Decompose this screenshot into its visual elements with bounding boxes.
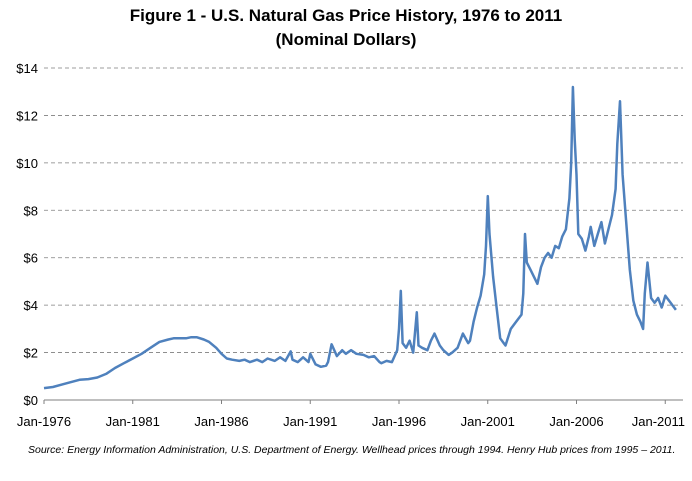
- y-tick-label: $0: [24, 393, 38, 408]
- y-tick-label: $6: [24, 251, 38, 266]
- chart-title: Figure 1 - U.S. Natural Gas Price Histor…: [129, 6, 563, 25]
- x-tick-label: Jan-1991: [283, 414, 337, 429]
- x-tick-label: Jan-1976: [17, 414, 71, 429]
- x-axis-ticks: Jan-1976 Jan-1981 Jan-1986 Jan-1991 Jan-1996…: [17, 400, 685, 429]
- gridlines: [44, 67, 683, 353]
- x-tick-label: Jan-2011: [632, 414, 685, 429]
- chart-subtitle: (Nominal Dollars): [275, 30, 417, 49]
- x-tick-label: Jan-2001: [461, 414, 515, 429]
- y-axis-ticks: $0 $2 $4 $6 $8 $10 $12 $14: [16, 61, 38, 408]
- y-tick-label: $8: [24, 203, 38, 218]
- source-note: Source: Energy Information Administratio…: [28, 444, 676, 456]
- x-tick-label: Jan-1981: [106, 414, 160, 429]
- y-tick-label: $4: [24, 298, 38, 313]
- x-tick-label: Jan-1996: [372, 414, 426, 429]
- price-line-chart: $0$2$4$6$8$10$12$14 Jan-1976 Jan-1981 Jan-…: [16, 61, 685, 429]
- y-tick-label: $2: [24, 346, 38, 361]
- y-tick-label: $10: [16, 156, 38, 171]
- x-tick-label: Jan-1986: [194, 414, 248, 429]
- y-tick-label: $12: [16, 108, 38, 123]
- x-tick-label: Jan-2006: [549, 414, 603, 429]
- y-tick-label: $14: [16, 61, 38, 76]
- price-series-line: [43, 85, 677, 390]
